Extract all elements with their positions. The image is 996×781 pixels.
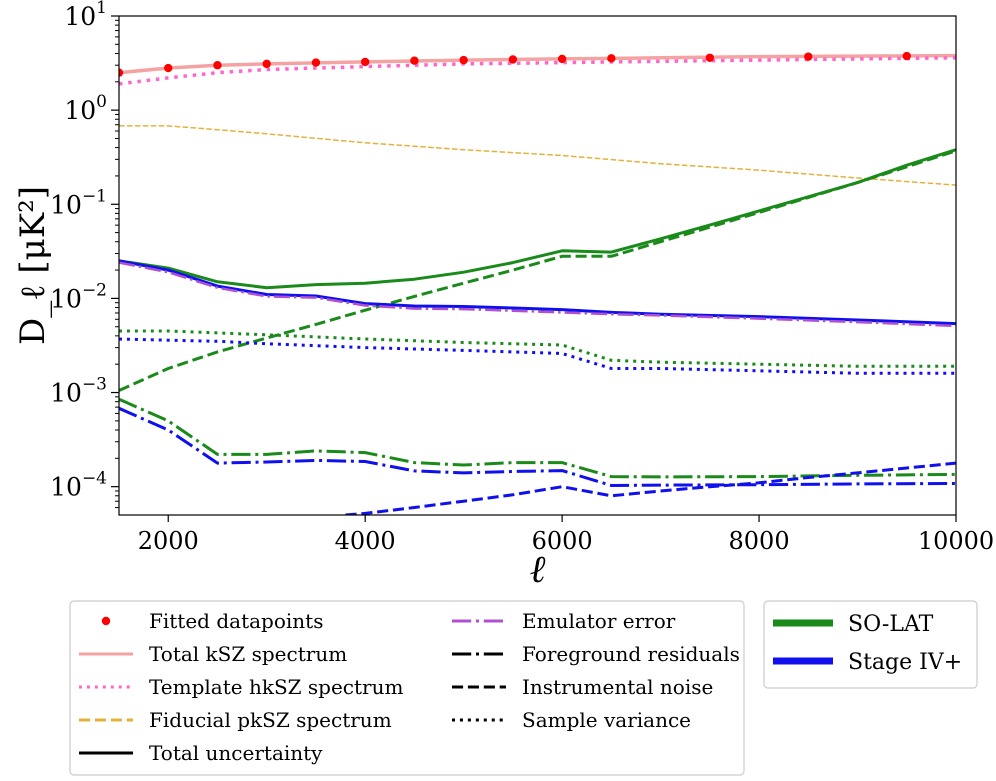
x-tick-label: 4000 <box>335 527 396 555</box>
legend-label-total-uncertainty: Total uncertainty <box>149 741 323 765</box>
fitted-datapoint <box>262 59 271 69</box>
legend-label-sample-variance: Sample variance <box>522 708 691 732</box>
legend-label-foreground-residuals: Foreground residuals <box>522 642 740 666</box>
x-tick-label: 6000 <box>532 527 593 555</box>
x-tick-label: 2000 <box>138 527 199 555</box>
fitted-datapoint <box>164 63 173 73</box>
fitted-datapoint <box>607 54 616 63</box>
legend-handle-fitted-datapoints <box>101 616 111 626</box>
fitted-datapoint <box>459 55 468 65</box>
fitted-datapoint <box>557 54 567 64</box>
fitted-datapoint <box>410 56 419 65</box>
axes-layer: 2000 4000 6000 8000 10000 101 100 10−1 10−2 10−3 1… <box>13 0 994 591</box>
fitted-datapoint <box>804 52 813 61</box>
datapoints-layer <box>119 51 911 77</box>
series-layer <box>119 53 956 515</box>
series-stage-iv-foreground-residuals <box>119 406 956 487</box>
y-tick-label: 101 <box>64 0 107 31</box>
series-stage-iv-sample-variance <box>119 337 956 375</box>
series-stage-iv-total-uncertainty <box>119 259 956 326</box>
x-tick-label: 10000 <box>918 527 994 555</box>
legend-label-so-lat: SO-LAT <box>848 612 934 637</box>
legend-label-fitted-datapoints: Fitted datapoints <box>149 609 323 633</box>
fitted-datapoint <box>213 61 222 70</box>
series-fiducial-pksz-spectrum <box>119 125 956 186</box>
legend-label-instrumental-noise: Instrumental noise <box>522 675 713 699</box>
y-tick-label: 100 <box>64 92 107 125</box>
fitted-datapoint <box>508 55 518 64</box>
fitted-datapoint <box>902 51 911 61</box>
legend-label-total-ksz-spectrum: Total kSZ spectrum <box>149 642 347 666</box>
y-axis-label: D_ℓ [μK²] <box>13 186 53 345</box>
legend-label-template-hksz-spectrum: Template hkSZ spectrum <box>149 675 403 699</box>
fitted-datapoint <box>360 57 370 67</box>
legend-box-styles <box>69 600 745 776</box>
y-tick-label: 10−1 <box>50 186 107 219</box>
x-tick-label: 8000 <box>729 527 790 555</box>
legend-label-fiducial-pksz-spectrum: Fiducial pkSZ spectrum <box>149 708 392 732</box>
x-axis-label: ℓ <box>530 547 546 591</box>
series-so-lat-sample-variance <box>119 329 956 368</box>
y-tick-label: 10−2 <box>50 280 107 313</box>
fitted-datapoint <box>311 58 321 67</box>
fitted-datapoint <box>705 53 715 62</box>
legend-layer: Fitted datapoints Total kSZ spectrum Templ… <box>69 600 978 776</box>
y-tick-label: 10−4 <box>50 469 107 502</box>
legend-label-stage-iv: Stage IV+ <box>848 650 962 675</box>
plot-frame <box>118 15 957 516</box>
series-so-lat-total-uncertainty <box>119 148 956 290</box>
fitted-datapoint <box>119 68 124 77</box>
legend-label-emulator-error: Emulator error <box>522 609 676 633</box>
series-stage-iv-instrumental-noise <box>345 461 956 515</box>
series-so-lat-foreground-residuals <box>119 397 956 479</box>
series-so-lat-instrumental-noise <box>119 149 956 392</box>
series-template-hksz-spectrum <box>119 56 956 86</box>
y-tick-label: 10−3 <box>50 375 107 408</box>
series-stage-iv-emulator-error <box>119 261 956 328</box>
